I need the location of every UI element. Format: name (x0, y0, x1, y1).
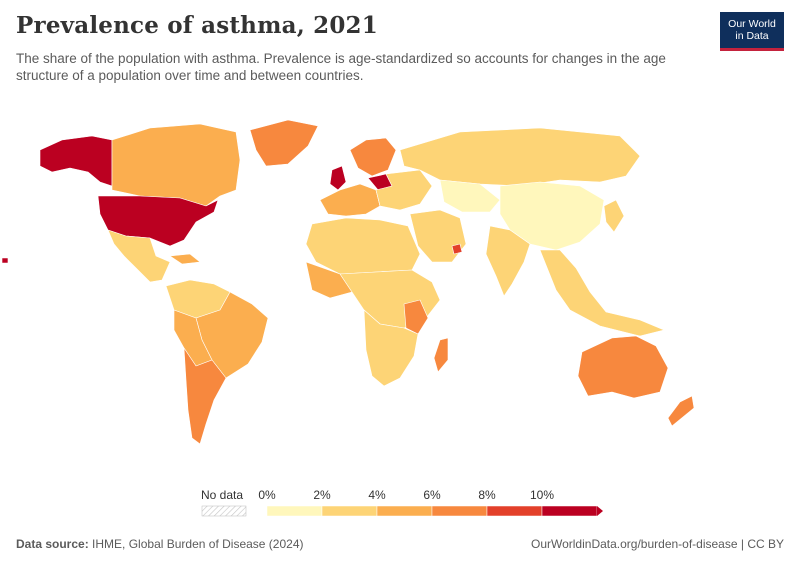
region-scandinavia[interactable] (349, 137, 397, 177)
color-legend: No data 0% 2% 4% 6% 8% 10% (201, 488, 603, 517)
region-madagascar[interactable] (433, 337, 449, 373)
legend-bin-0[interactable] (266, 505, 323, 517)
logo-line-1: Our World (728, 18, 776, 30)
region-new-zealand[interactable] (667, 395, 695, 427)
legend-no-data-swatch (201, 505, 247, 517)
chart-title: Prevalence of asthma, 2021 (16, 12, 378, 39)
chart-subtitle: The share of the population with asthma.… (16, 51, 666, 83)
owid-logo[interactable]: Our World in Data (720, 12, 784, 51)
region-alaska[interactable] (39, 135, 113, 187)
region-western-europe[interactable] (319, 183, 381, 217)
legend-bin-4[interactable] (486, 505, 543, 517)
region-india[interactable] (485, 225, 531, 297)
region-china[interactable] (499, 181, 605, 251)
region-caribbean[interactable] (169, 253, 201, 265)
region-central-asia[interactable] (439, 179, 501, 213)
footer-license-link[interactable]: OurWorldinData.org/burden-of-disease | C… (530, 537, 784, 551)
region-north-africa[interactable] (305, 217, 421, 275)
legend-tick-label: 6% (423, 488, 441, 502)
region-southern-cone[interactable] (183, 347, 227, 445)
legend-bin-2[interactable] (376, 505, 433, 517)
region-southern-africa[interactable] (363, 309, 419, 387)
region-uae[interactable] (451, 243, 463, 255)
legend-bin-3[interactable] (431, 505, 488, 517)
region-russia[interactable] (399, 127, 641, 187)
region-hawaii[interactable] (1, 257, 9, 264)
region-east-africa[interactable] (403, 299, 429, 335)
legend-bin-1[interactable] (321, 505, 378, 517)
region-canada[interactable] (111, 123, 241, 207)
world-map[interactable] (0, 100, 800, 480)
source-label: Data source: (16, 537, 89, 551)
legend-arrow-icon (597, 506, 603, 516)
legend-bin-5[interactable] (541, 505, 598, 517)
source-text: IHME, Global Burden of Disease (2024) (92, 537, 304, 551)
footer-source: Data source: IHME, Global Burden of Dise… (16, 537, 303, 551)
legend-tick-label: 10% (530, 488, 554, 502)
legend-no-data-label: No data (201, 488, 243, 502)
legend-tick-label: 0% (258, 488, 276, 502)
legend-tick-label: 2% (313, 488, 331, 502)
region-united-kingdom[interactable] (329, 165, 347, 191)
region-australia[interactable] (577, 335, 669, 399)
legend-tick-label: 8% (478, 488, 496, 502)
region-west-africa[interactable] (305, 261, 353, 299)
region-japan[interactable] (603, 199, 625, 233)
region-mexico[interactable] (107, 229, 171, 283)
legend-tick-label: 4% (368, 488, 386, 502)
logo-line-2: in Data (735, 30, 769, 42)
region-southeast-asia[interactable] (539, 249, 665, 337)
region-eastern-europe[interactable] (375, 169, 433, 211)
region-greenland[interactable] (249, 119, 319, 167)
